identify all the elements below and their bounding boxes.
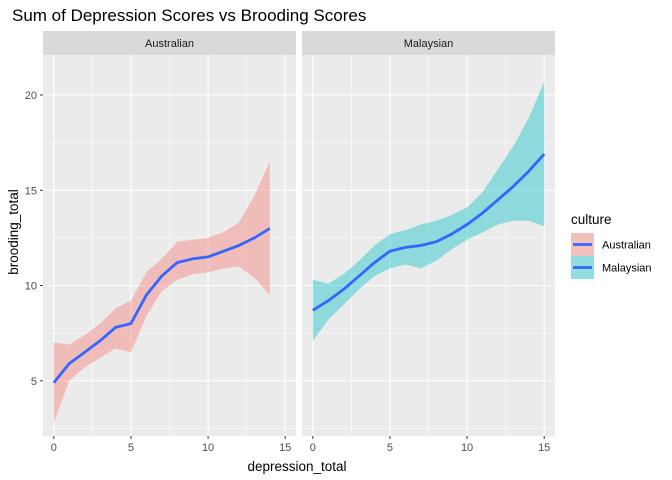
panels-layer: Australian 0 5 10 15 Malaysian 0 5 10 15 [43,31,555,454]
facet-strip-label: Australian [145,38,194,50]
x-tick-label: 10 [461,442,473,454]
confidence-band [312,81,545,341]
x-tick-label: 15 [279,442,291,454]
y-tick-label: 15 [25,185,37,197]
y-tick-label: 20 [25,90,37,102]
legend-item: Malaysian [571,256,652,279]
x-tick-label: 0 [51,442,57,454]
x-tick-label: 0 [310,442,316,454]
chart-title: Sum of Depression Scores vs Brooding Sco… [12,6,366,25]
legend-item: Australian [571,233,651,256]
facet-strip [302,31,555,55]
y-axis: 5 10 15 20 [25,90,43,388]
panel-australian: Australian 0 5 10 15 [43,31,296,454]
x-axis-title: depression_total [247,459,346,474]
panel-malaysian: Malaysian 0 5 10 15 [302,31,555,454]
smooth-line [52,227,271,384]
y-tick-label: 10 [25,281,37,293]
legend-label: Malaysian [602,263,652,275]
smooth-line [312,153,546,312]
x-tick-label: 5 [387,442,393,454]
y-tick-label: 5 [31,376,37,388]
legend: culture Australian Malaysian [571,212,652,279]
facet-strip-label: Malaysian [404,38,454,50]
facet-strip [43,31,296,55]
x-tick-label: 15 [538,442,550,454]
x-tick-label: 10 [202,442,214,454]
x-tick-label: 5 [128,442,134,454]
legend-label: Australian [602,240,651,252]
legend-title: culture [571,212,612,227]
y-axis-title: brooding_total [6,189,21,275]
